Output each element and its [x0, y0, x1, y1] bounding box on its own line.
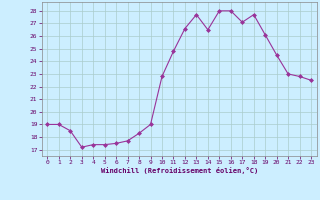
X-axis label: Windchill (Refroidissement éolien,°C): Windchill (Refroidissement éolien,°C) [100, 167, 258, 174]
